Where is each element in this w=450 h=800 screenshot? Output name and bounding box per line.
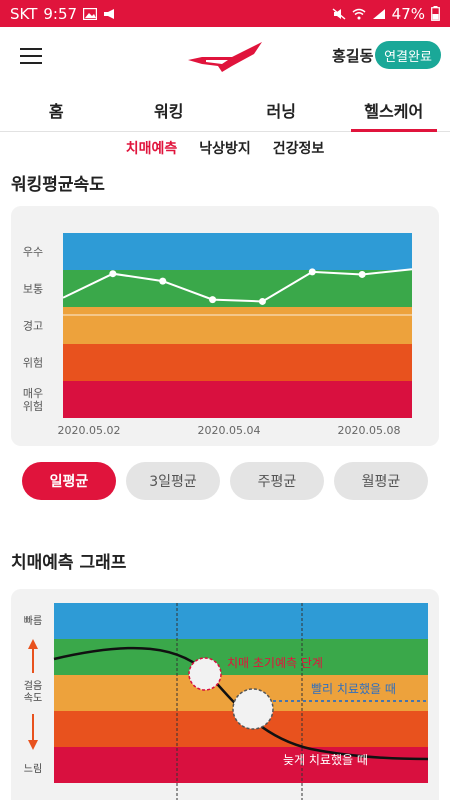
data-point — [109, 270, 117, 278]
band-2 — [63, 307, 412, 344]
tab-home[interactable]: 홈 — [48, 102, 64, 121]
tab-running[interactable]: 러닝 — [266, 102, 296, 121]
clock: 9:57 — [43, 4, 78, 23]
speed-band-4 — [54, 747, 428, 783]
speed-band-0 — [54, 603, 428, 639]
wifi-icon — [352, 8, 366, 19]
weekly-average-button[interactable]: 주평균 — [230, 462, 324, 500]
sub-tabs: 치매예측 낙상방지 건강정보 — [0, 138, 450, 164]
treatment-point-marker — [232, 688, 274, 730]
band-4 — [63, 381, 412, 418]
y-label-slow: 느림 — [24, 763, 42, 775]
annotation-treated-late: 늦게 치료했을 때 — [283, 753, 368, 767]
tab-walking[interactable]: 워킹 — [154, 102, 184, 121]
band-0 — [63, 233, 412, 270]
carrier-label: SKT — [10, 4, 38, 23]
daily-average-button[interactable]: 일평균 — [22, 462, 116, 500]
arrow-up-icon — [28, 639, 38, 673]
band-label-1: 보통 — [23, 283, 43, 296]
x-tick-label: 2020.05.08 — [338, 424, 401, 437]
band-label-3: 위험 — [23, 357, 43, 370]
subtab-health-info[interactable]: 건강정보 — [272, 141, 325, 157]
data-point — [258, 297, 266, 305]
brand-logo — [188, 42, 262, 72]
x-tick-label: 2020.05.02 — [58, 424, 121, 437]
app-header: 홍길동 연결완료 — [0, 27, 450, 85]
band-3 — [63, 344, 412, 381]
annotation-early-stage: 치매 초기예측 단계 — [227, 656, 323, 670]
dementia-graph-title: 치매예측 그래프 — [11, 553, 127, 573]
mute-icon — [332, 7, 346, 20]
status-bar: SKT 9:57 47% — [0, 0, 450, 27]
signal-icon — [372, 8, 385, 19]
x-tick-label: 2020.05.04 — [198, 424, 261, 437]
period-selector: 일평균 3일평균 주평균 월평균 — [22, 462, 428, 500]
monthly-average-button[interactable]: 월평균 — [334, 462, 428, 500]
band-label-0: 우수 — [23, 246, 43, 259]
hamburger-menu-icon[interactable] — [20, 48, 42, 64]
tab-healthcare[interactable]: 헬스케어 — [338, 85, 450, 132]
data-point — [209, 296, 217, 304]
connection-status-badge[interactable]: 연결완료 — [375, 41, 441, 69]
data-point — [358, 270, 366, 278]
speed-series-line — [62, 268, 413, 303]
data-point — [159, 277, 167, 285]
battery-percent: 47% — [391, 4, 425, 23]
y-label-walking-speed: 걸음 속도 — [24, 679, 42, 704]
band-label-2: 경고 — [23, 320, 43, 333]
walking-speed-chart-card: 우수 보통 경고 위험 매우 위험 2020.05.02 2020.05.04 2020.05.… — [11, 206, 439, 446]
early-stage-marker — [188, 657, 222, 691]
speed-band-1 — [54, 639, 428, 675]
band-label-4: 매우 — [23, 387, 43, 400]
main-tabs: 홈 워킹 러닝 헬스케어 — [0, 85, 450, 132]
band-label-4: 위험 — [23, 400, 43, 413]
walking-speed-title: 워킹평균속도 — [11, 175, 105, 195]
annotation-treated-early: 빨리 치료했을 때 — [311, 682, 396, 696]
three-day-average-button[interactable]: 3일평균 — [126, 462, 220, 500]
megaphone-icon — [104, 8, 115, 19]
data-point — [308, 268, 316, 276]
subtab-fall-prevention[interactable]: 낙상방지 — [199, 141, 251, 157]
user-name: 홍길동 — [332, 47, 374, 65]
image-icon — [83, 7, 98, 20]
subtab-dementia-prediction[interactable]: 치매예측 — [125, 141, 178, 157]
battery-icon — [431, 6, 440, 21]
arrow-down-icon — [28, 714, 38, 750]
y-label-fast: 빠름 — [24, 615, 42, 627]
